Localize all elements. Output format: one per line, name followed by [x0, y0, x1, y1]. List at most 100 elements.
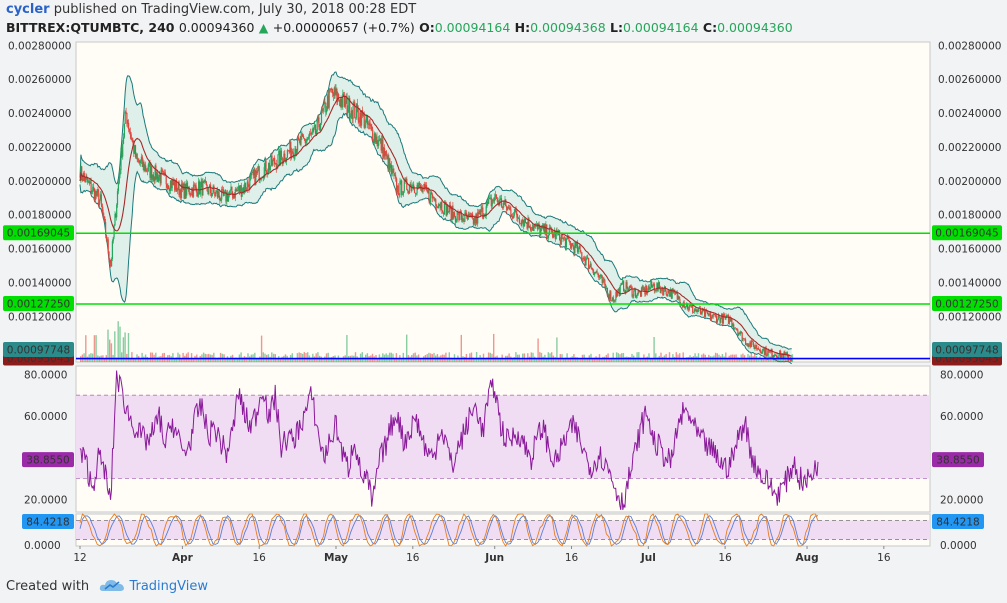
candle-body: [151, 174, 154, 180]
volume-bar: [651, 358, 654, 362]
candle-body: [466, 216, 468, 220]
candle-body: [605, 288, 608, 290]
candle-body: [235, 189, 237, 192]
candle-body: [256, 170, 259, 174]
candle-body: [727, 315, 730, 324]
candle-body: [450, 207, 452, 221]
candle-body: [661, 289, 663, 290]
candle-body: [284, 153, 286, 161]
volume-bar: [539, 352, 541, 362]
candle-body: [99, 194, 102, 200]
rsi-tick-left: 80.0000: [24, 369, 67, 381]
candle-body: [483, 214, 485, 219]
candle-body: [459, 211, 461, 221]
candle-body: [513, 211, 515, 216]
volume-bar: [520, 358, 522, 362]
tradingview-cloud-icon[interactable]: [99, 578, 125, 592]
candle-body: [121, 148, 123, 157]
candle-body: [716, 316, 718, 323]
candle-body: [132, 140, 134, 143]
candle-body: [113, 225, 115, 238]
candle-body: [323, 101, 325, 109]
candle-body: [348, 97, 350, 110]
volume-bar: [455, 358, 457, 362]
candle-body: [108, 251, 110, 260]
candle-body: [270, 155, 272, 166]
candle-body: [195, 185, 197, 189]
tradingview-link[interactable]: TradingView: [129, 579, 208, 594]
candle-body: [160, 170, 162, 184]
bb-upper-label-right-text: 0.00097748: [935, 344, 998, 356]
candle-body: [445, 201, 447, 216]
candle-body: [692, 311, 695, 313]
candle-body: [488, 199, 490, 204]
candle-body: [555, 230, 557, 240]
stoch-tick-right: 0.0000: [940, 540, 977, 552]
line-label-left-text: 0.00169045: [7, 228, 70, 240]
volume-bar: [602, 356, 604, 362]
candle-body: [779, 350, 781, 355]
candle-body: [594, 272, 596, 273]
candle-body: [289, 141, 291, 152]
author-link[interactable]: cycler: [6, 2, 50, 17]
candle-body: [521, 219, 523, 226]
last-price: 0.00094360: [178, 20, 255, 35]
candle-body: [730, 318, 732, 321]
volume-bar: [271, 352, 273, 362]
candle-body: [391, 168, 393, 175]
volume-bar: [585, 357, 587, 362]
candle-body: [245, 189, 247, 190]
candle-body: [742, 338, 744, 341]
candle-body: [442, 210, 444, 213]
candle-body: [540, 228, 542, 236]
volume-bar: [428, 352, 430, 362]
candle-body: [283, 153, 285, 162]
candle-body: [415, 193, 417, 194]
open-value: 0.00094164: [434, 20, 511, 35]
candle-body: [508, 207, 510, 209]
moving-average-line: [79, 95, 792, 357]
time-tick-label: Jul: [640, 552, 656, 564]
candle-body: [196, 188, 198, 197]
volume-bar: [607, 353, 609, 362]
candle-body: [640, 291, 642, 297]
candle-body: [198, 181, 201, 195]
volume-bar: [119, 326, 121, 362]
candle-body: [518, 218, 520, 220]
candle-body: [701, 308, 703, 315]
candle-body: [448, 212, 450, 213]
candle-body: [397, 185, 399, 195]
candle-body: [386, 155, 388, 157]
candle-body: [110, 262, 112, 267]
price-tick-right: 0.00160000: [938, 244, 1001, 256]
candle-body: [520, 223, 522, 226]
candle-body: [491, 199, 493, 207]
candle-body: [608, 294, 610, 299]
candle-body: [133, 142, 135, 154]
candle-body: [157, 176, 160, 182]
volume-bar: [180, 358, 183, 362]
candle-body: [346, 96, 348, 114]
candle-body: [619, 285, 621, 296]
candle-body: [582, 258, 584, 260]
price-chart[interactable]: 0.00280000 0.00280000 0.00260000 0.00260000…: [0, 38, 1007, 573]
candle-body: [532, 226, 534, 231]
candle-body: [356, 103, 358, 110]
candle-body: [515, 209, 517, 214]
candle-body: [645, 285, 647, 295]
volume-bar: [127, 333, 130, 362]
candle-body: [446, 204, 448, 216]
candle-body: [658, 282, 660, 290]
line-label-left-bg: [3, 225, 74, 241]
candle-body: [378, 139, 380, 146]
volume-bar: [738, 357, 741, 362]
volume-bar: [574, 357, 577, 362]
volume-bar: [716, 353, 718, 362]
candle-body: [441, 201, 443, 211]
volume-bar: [329, 357, 331, 362]
time-tick-label: 16: [718, 552, 732, 564]
volume-bar: [648, 353, 650, 362]
candle-body: [565, 238, 567, 248]
volume-bar: [298, 352, 300, 362]
volume-bar: [288, 358, 290, 362]
